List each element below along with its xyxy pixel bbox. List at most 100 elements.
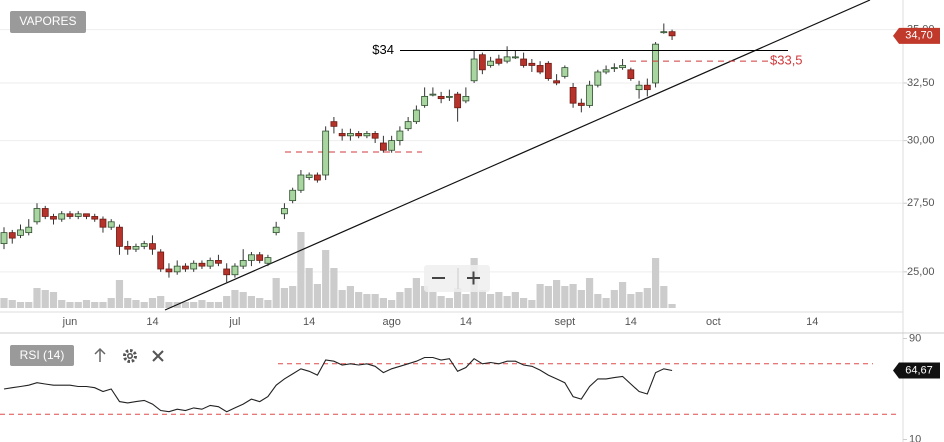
volume-bar: [91, 302, 99, 308]
candles: [0, 23, 676, 284]
volume-bar: [289, 286, 297, 308]
candle-body: [165, 268, 173, 273]
volume-bar: [0, 298, 8, 308]
candle-body: [83, 213, 90, 217]
volume-bar: [536, 284, 544, 308]
candle-body: [429, 93, 437, 96]
candle-body: [25, 226, 33, 234]
candle-body: [107, 221, 115, 228]
volume-bar: [124, 298, 132, 308]
candle-body: [586, 84, 593, 106]
rsi-settings[interactable]: [123, 349, 137, 363]
candle-body: [610, 67, 618, 70]
volume-bar: [223, 296, 231, 308]
candle-body: [91, 216, 99, 220]
volume-bar: [313, 284, 322, 308]
candle-body: [157, 251, 165, 270]
candle-body: [330, 121, 338, 127]
volume-bar: [371, 294, 379, 308]
candle-body: [314, 174, 321, 181]
rsi-tag: [893, 362, 940, 379]
rsi-title: RSI (14): [20, 348, 65, 362]
volume-bar: [206, 302, 214, 308]
volume-bar: [355, 292, 363, 308]
volume-bar: [602, 298, 610, 308]
volume-bar: [503, 296, 511, 308]
candle-body: [116, 226, 123, 247]
volume-bar: [346, 286, 355, 308]
candle-body: [297, 174, 305, 191]
rsi-move-up[interactable]: [94, 347, 106, 362]
y-tick-label: 90: [909, 332, 921, 344]
volume-bar: [454, 288, 462, 308]
volume-bar: [379, 298, 387, 308]
candle-body: [8, 232, 16, 239]
zoom-in[interactable]: [467, 271, 480, 285]
candle-body: [355, 133, 363, 137]
volume-bar: [264, 300, 272, 308]
candle-body: [660, 31, 668, 34]
x-tick-label: 14: [625, 316, 637, 328]
candle-body: [33, 208, 41, 223]
volume-bar: [363, 294, 371, 308]
candle-body: [371, 133, 379, 139]
volume-bar: [660, 286, 668, 308]
candle-body: [520, 58, 528, 66]
y-tick-label: 30,00: [907, 135, 935, 147]
volume-bar: [577, 290, 585, 308]
candle-body: [363, 133, 371, 137]
volume-bar: [627, 294, 635, 308]
rsi-line: [3, 356, 673, 413]
candle-body: [99, 218, 107, 228]
level-label: $33,5: [770, 53, 803, 68]
rsi-close[interactable]: [152, 350, 164, 362]
candle-body: [487, 60, 495, 66]
candle-body: [635, 84, 643, 91]
candle-body: [553, 80, 560, 84]
level-label: $34: [372, 42, 394, 57]
grid: 25,0027,5030,0032,5035,00jun14jul14ago14…: [0, 24, 935, 328]
volume-bar: [437, 296, 445, 308]
candle-body: [140, 243, 148, 247]
volume-bar: [487, 294, 495, 308]
candle-body: [338, 133, 346, 137]
candle-body: [198, 262, 206, 267]
x-tick-label: 14: [460, 316, 472, 328]
y-tick-label: 10: [909, 433, 921, 442]
zoom-controls: [424, 265, 490, 292]
volume-bar: [544, 286, 552, 308]
volume-bar: [231, 290, 239, 308]
volume-bar: [511, 292, 519, 308]
x-tick-label: oct: [706, 316, 721, 328]
candle-body: [594, 71, 602, 86]
volume-bar: [25, 302, 33, 308]
volume-bar: [330, 268, 338, 308]
volume-bar: [643, 288, 651, 308]
candle-body: [511, 56, 519, 59]
x-tick-label: sept: [554, 316, 575, 328]
candle-body: [264, 257, 272, 264]
volume-bar: [552, 280, 561, 308]
candle-body: [388, 140, 396, 151]
candle-body: [536, 65, 544, 73]
volume-bar: [404, 288, 412, 308]
candle-body: [182, 265, 189, 270]
x-tick-label: 14: [806, 316, 818, 328]
candle-body: [396, 130, 404, 141]
volume-bar: [49, 292, 58, 308]
candle-body: [289, 189, 297, 202]
y-tick-label: 32,50: [907, 77, 935, 89]
candle-body: [281, 208, 288, 215]
volume-bar: [305, 268, 313, 308]
volume-bar: [58, 300, 66, 308]
volume-bar: [412, 278, 420, 308]
volume-bar: [132, 300, 140, 308]
volume-bar: [388, 300, 396, 308]
volume-bar: [140, 302, 148, 308]
candle-body: [470, 58, 478, 82]
candle-body: [347, 133, 354, 137]
volume-bar: [528, 300, 536, 308]
volume-bar: [651, 258, 660, 308]
volume-bar: [115, 280, 124, 308]
y-tick-label: 25,00: [907, 266, 935, 278]
